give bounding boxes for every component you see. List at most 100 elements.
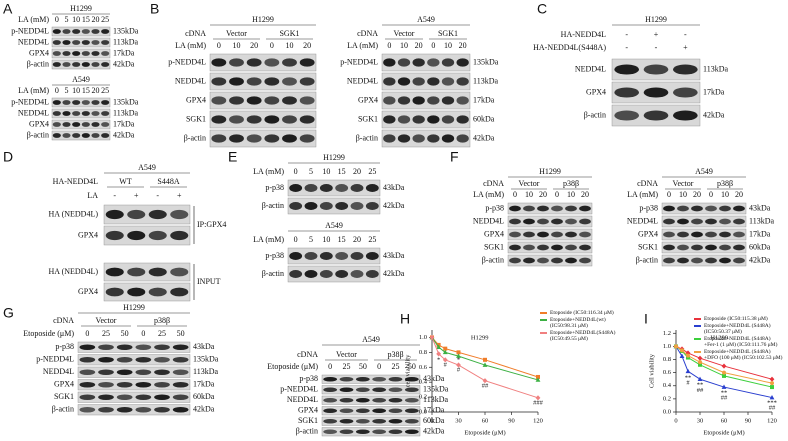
condition-item: Vector [226,29,247,38]
protein-label: p-NEDD4L [11,26,49,35]
blot-strip [321,427,421,437]
band [52,29,61,34]
band [72,111,81,116]
band [523,231,535,238]
blot-strip [321,385,421,395]
protein-label: β-actin [262,269,284,278]
size-label: 43kDa [383,183,405,192]
band [304,270,318,278]
size-label: 135kDa [193,355,219,364]
band [388,387,403,393]
band [289,184,303,192]
band [52,40,61,45]
band [705,244,717,251]
protein-label: β-actin [482,255,504,264]
band [412,77,425,86]
band [246,134,262,143]
condition-item: 20 [735,190,743,199]
band [427,134,440,143]
blot-strip [103,262,191,282]
band [116,369,133,375]
significance-mark: *** [767,399,777,406]
band [372,376,387,382]
protein-label: GPX4 [29,48,49,57]
legend-entry: Etoposide+NEDD4L(S448A) (IC50:49.55 μM) [540,330,615,342]
protein-label: β-actin [27,130,49,139]
panel-letter: B [150,1,159,17]
band [98,382,114,388]
panel-letter: C [537,1,547,17]
y-tick-label: 1.0 [663,343,671,350]
band [304,184,318,192]
band [52,62,61,67]
protein-label: p-p38 [265,251,284,260]
band [719,205,731,212]
band [81,100,90,105]
protein-label: NEDD4L [627,216,658,225]
y-tick-label: 0.6 [663,369,672,376]
band [52,111,61,116]
band [643,110,669,121]
significance-mark: * [437,356,440,363]
condition-label: cDNA [483,179,504,188]
condition-label: cDNA [637,179,658,188]
band [537,231,549,238]
band [663,231,675,238]
significance-mark: ## [721,395,728,402]
y-axis-label: Cell viability [648,353,655,388]
blot-strip [209,110,317,129]
significance-mark: ## [769,405,776,412]
point [697,355,703,361]
blot-strip [321,374,421,384]
bracket-label: IP:GPX4 [197,220,226,229]
band [172,344,189,350]
band [154,394,170,400]
y-axis-label: cell viability [404,354,411,387]
band [135,382,152,388]
point [456,350,461,355]
point [429,334,435,341]
condition-label: cDNA [357,29,378,38]
band [282,58,297,67]
band [397,115,411,124]
size-label: 113kDa [113,37,138,46]
band [304,202,318,210]
band [350,184,364,192]
size-label: 42kDa [473,133,495,142]
band [509,218,521,225]
band [350,252,364,260]
point [698,362,702,367]
size-label: 17kDa [473,95,495,104]
blot-strip [661,254,747,267]
protein-label: p-p38 [639,203,658,212]
band [705,205,717,212]
band [509,257,521,264]
band [705,257,717,264]
condition-item: 25 [101,15,109,24]
protein-label: NEDD4L [575,64,606,73]
band [81,111,90,116]
protein-label: p-NEDD4L [11,97,49,106]
condition-item: 25 [158,329,166,338]
band [81,51,90,56]
x-tick-label: 60 [721,417,728,424]
blot-strip [77,391,191,403]
condition-item: 0 [387,41,391,50]
band [98,407,114,413]
condition-item: 25 [368,235,376,244]
condition-item: + [134,191,139,200]
band [397,58,411,67]
point [698,360,702,365]
band [339,376,354,382]
size-label: 42kDa [423,427,445,436]
condition-item: SGK1 [438,29,458,38]
band [105,230,124,241]
band [211,77,227,86]
condition-label: Etoposide (μM) [267,362,318,371]
y-tick-label: 0.2 [419,394,427,401]
band [383,115,396,124]
protein-label: p-NEDD4L [280,385,318,394]
point [535,377,541,382]
condition-item: 25 [102,329,110,338]
band [355,408,370,414]
